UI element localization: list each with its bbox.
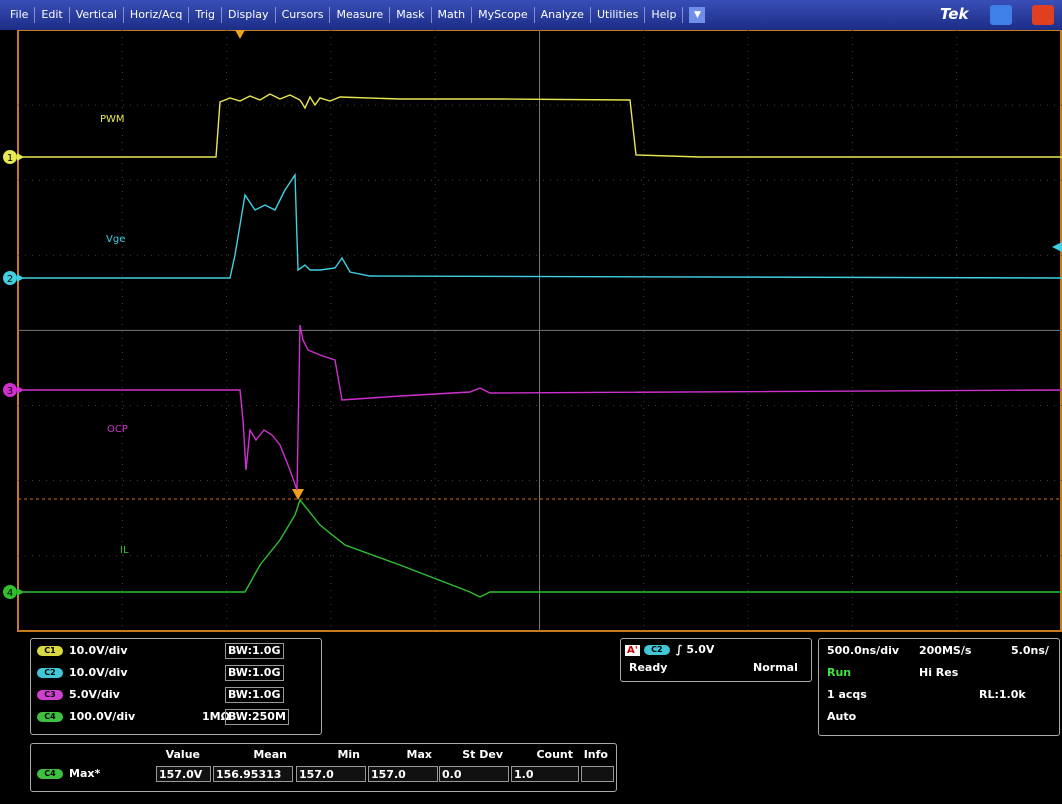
trigger-channel: C2 [643, 645, 670, 655]
menu-bar: File Edit Vertical Horiz/Acq Trig Display Curs… [0, 0, 1062, 30]
timebase-status: Run [827, 666, 852, 679]
measurement-header: Info [583, 748, 608, 761]
trigger-panel[interactable]: A' C2 ∫ 5.0V Ready Normal [620, 638, 812, 682]
measurement-cell: 157.0 [296, 766, 366, 782]
channel-scale: 5.0V/div [69, 688, 120, 701]
close-button[interactable] [1032, 5, 1054, 25]
channel-number: 1 [7, 153, 13, 164]
measurement-header: Count [536, 748, 573, 761]
menu-item[interactable]: Trig [189, 7, 223, 23]
menu-item[interactable]: Help [645, 7, 684, 23]
menu-item[interactable]: Analyze [535, 7, 591, 23]
trigger-row: A' C2 ∫ 5.0V [625, 641, 805, 659]
measurement-row-label: C4 Max* [37, 765, 100, 783]
measurement-cell [581, 766, 614, 782]
trigger-position [235, 30, 245, 39]
measurement-cell: 157.0V [156, 766, 211, 782]
trace-labels: PWM 1 Vge 2 OCP 3 IL 4 [3, 114, 129, 599]
menu-item[interactable]: Utilities [591, 7, 646, 23]
timebase-record: RL:1.0k [979, 688, 1026, 701]
channel-arrow [17, 588, 24, 596]
trace-label: Vge [106, 234, 125, 245]
channel-row: C4 100.0V/div 1MΩ BW:250M [37, 708, 317, 726]
measurement-header: Mean [253, 748, 287, 761]
channel-bandwidth: BW:1.0G [225, 643, 284, 659]
trigger-marker [292, 489, 304, 500]
measurement-name: Max* [69, 767, 101, 780]
graticule: PWM 1 Vge 2 OCP 3 IL 4 [3, 30, 1062, 632]
channel-marker [3, 383, 17, 397]
channel-number: 3 [7, 386, 13, 397]
channel-arrow [17, 386, 24, 394]
measurement-cell: 0.0 [439, 766, 509, 782]
measurement-channel: C4 [37, 769, 63, 779]
timebase-rate: 200MS/s [919, 644, 972, 657]
menu-item[interactable]: Measure [330, 7, 391, 23]
timebase-acqs: 1 acqs [827, 688, 867, 701]
channel-panel: C1 10.0V/div BW:1.0G C2 10.0V/div BW:1.0G C3 5.… [30, 638, 322, 735]
measurement-table: Value Mean Min Max St Dev Count Info C4 Max* 157.… [30, 743, 617, 792]
measurement-header: Min [337, 748, 360, 761]
timebase-scale: 500.0ns/div [827, 644, 900, 657]
channel-badge: C2 [37, 668, 63, 678]
channel-marker [3, 271, 17, 285]
minimize-button[interactable] [990, 5, 1012, 25]
channel-number: 2 [7, 274, 13, 285]
channel-impedance: 1MΩ [202, 710, 230, 723]
channel-badge: C3 [37, 690, 63, 700]
measurement-header: St Dev [462, 748, 503, 761]
channel-scale: 10.0V/div [69, 644, 128, 657]
channel-marker [3, 585, 17, 599]
trigger-slope: ∫ [675, 643, 687, 656]
trigger-state: Ready [629, 661, 668, 674]
menu-item[interactable]: Edit [35, 7, 70, 23]
grid [18, 30, 1062, 631]
channel-scale: 10.0V/div [69, 666, 128, 679]
waveform-vge [18, 172, 1062, 279]
menu-item[interactable]: File [4, 7, 36, 23]
trigger-marker: A' [625, 645, 640, 656]
channel-number: 4 [7, 588, 13, 599]
trace-label: OCP [107, 424, 128, 435]
menu-item[interactable]: Display [222, 7, 276, 23]
trace-label: PWM [100, 114, 125, 125]
channel-row: C2 10.0V/div BW:1.0G [37, 664, 317, 682]
menu-item[interactable]: MyScope [472, 7, 535, 23]
menu-item[interactable]: Mask [390, 7, 432, 23]
measurement-cell: 1.0 [511, 766, 579, 782]
menu-item[interactable]: Horiz/Acq [124, 7, 190, 23]
measurement-header: Value [165, 748, 200, 761]
channel-2-offset [1052, 242, 1062, 252]
channel-bandwidth: BW:1.0G [225, 687, 284, 703]
brand: Tek [940, 5, 969, 23]
channel-bandwidth: BW:1.0G [225, 665, 284, 681]
channel-badge: C1 [37, 646, 63, 656]
timebase-mode: Hi Res [919, 666, 959, 679]
channel-arrow [17, 153, 24, 161]
menu-item[interactable]: Math [432, 7, 473, 23]
channel-bandwidth: BW:250M [225, 709, 289, 725]
trigger-mode: Normal [753, 661, 798, 674]
timebase-resolution: 5.0ns/ [1011, 644, 1049, 657]
measurement-cell: 156.95313 [213, 766, 293, 782]
measurement-cell: 157.0 [368, 766, 438, 782]
waveform-pwm [18, 93, 1062, 158]
menu-dropdown[interactable]: ▼ [689, 7, 706, 23]
channel-badge: C4 [37, 712, 63, 722]
measurement-header: Max [406, 748, 432, 761]
channel-marker [3, 150, 17, 164]
menu-item[interactable]: Vertical [70, 7, 124, 23]
trigger-level: 5.0V [686, 643, 715, 656]
channel-row: C3 5.0V/div BW:1.0G [37, 686, 317, 704]
channel-row: C1 10.0V/div BW:1.0G [37, 642, 317, 660]
timebase-panel[interactable]: 500.0ns/div 200MS/s 5.0ns/Run Hi Res 1 acqs R… [818, 638, 1060, 736]
trace-label: IL [120, 545, 129, 556]
waveform-il [18, 498, 1062, 598]
timebase-trigger-mode: Auto [827, 710, 857, 723]
waveform-ocp [18, 324, 1062, 491]
channel-scale: 100.0V/div [69, 710, 136, 723]
menu-item[interactable]: Cursors [276, 7, 331, 23]
channel-arrow [17, 274, 24, 282]
